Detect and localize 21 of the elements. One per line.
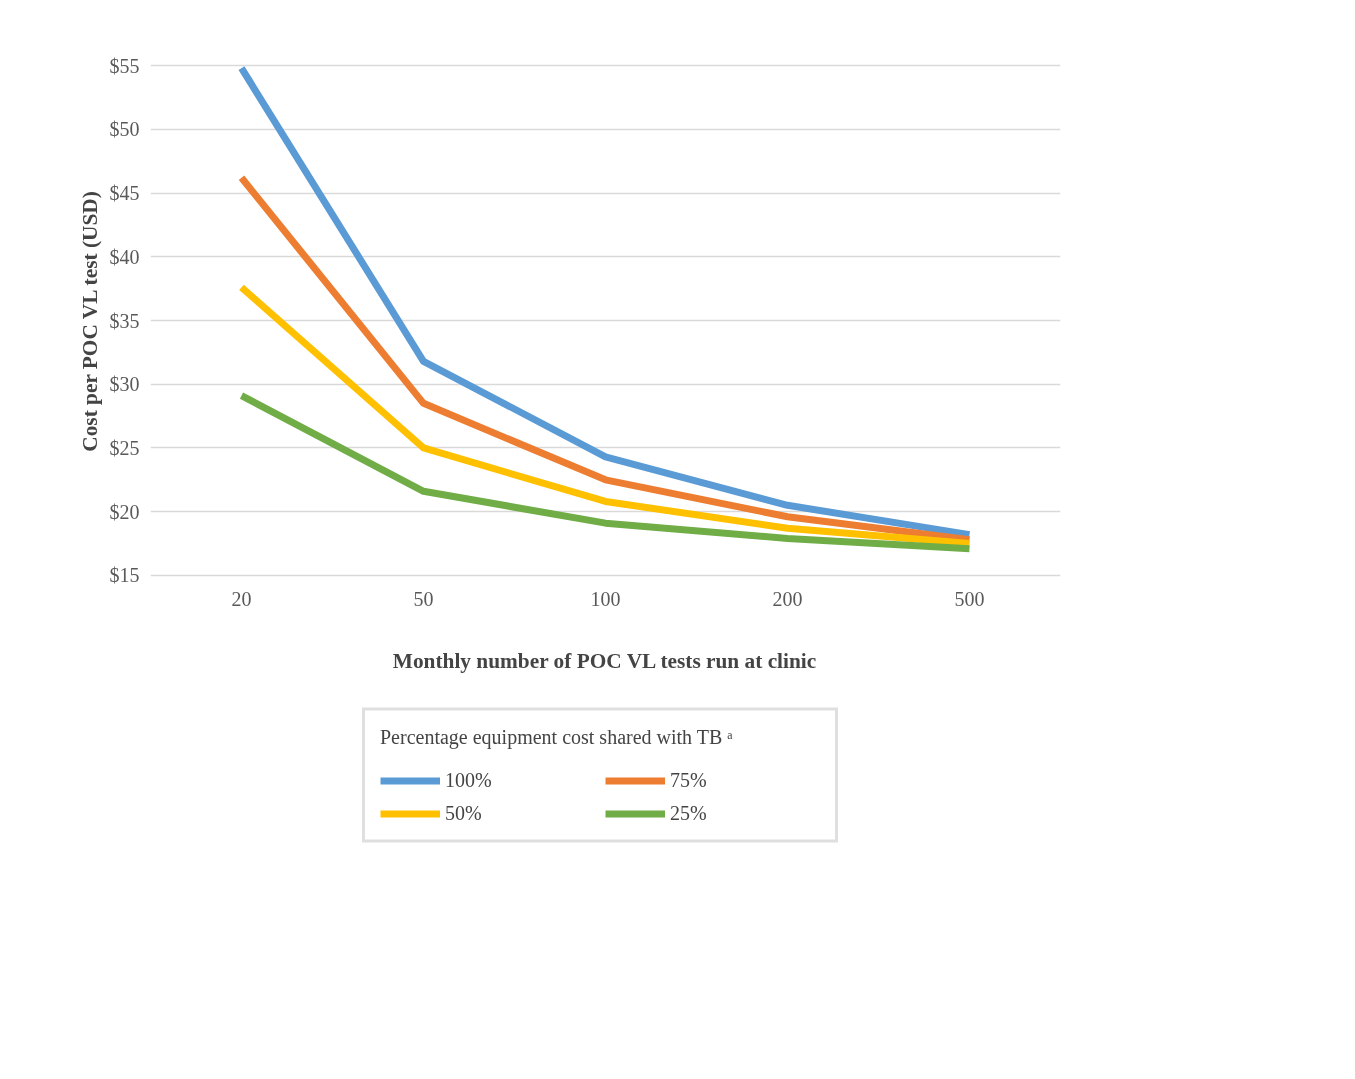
legend-label: 75% xyxy=(670,768,708,792)
y-tick-label: $15 xyxy=(109,564,140,587)
y-tick-label: $55 xyxy=(109,54,140,77)
y-axis-title: Cost per POC VL test (USD) xyxy=(77,191,102,452)
x-tick-label: 50 xyxy=(413,587,434,610)
y-tick-label: $45 xyxy=(109,182,140,205)
x-tick-label: 20 xyxy=(231,587,252,610)
legend-label: 25% xyxy=(670,801,708,825)
legend-label: 100% xyxy=(445,768,493,792)
x-tick-label: 500 xyxy=(954,587,985,610)
y-tick-label: $40 xyxy=(109,245,140,268)
y-tick-label: $20 xyxy=(109,500,140,523)
x-axis-title: Monthly number of POC VL tests run at clinic xyxy=(392,648,817,673)
legend-title: Percentage equipment cost shared with TB ᵃ xyxy=(380,725,734,749)
y-tick-label: $50 xyxy=(109,118,140,141)
y-tick-label: $35 xyxy=(109,309,140,332)
y-tick-label: $25 xyxy=(109,436,140,459)
x-tick-label: 100 xyxy=(590,587,621,610)
legend-label: 50% xyxy=(445,801,483,825)
y-tick-label: $30 xyxy=(109,373,140,396)
x-tick-label: 200 xyxy=(772,587,803,610)
